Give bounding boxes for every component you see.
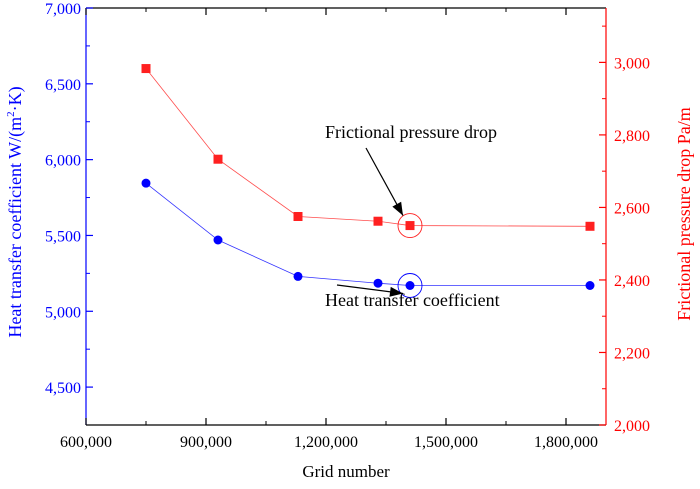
y-left-tick-label: 4,500 bbox=[45, 380, 81, 397]
x-axis-label: Grid number bbox=[302, 462, 390, 481]
y-right-tick-label: 2,200 bbox=[614, 345, 650, 362]
heat-transfer-annotation-arrow-head bbox=[389, 286, 403, 297]
y-axis-left-label-superscript: 2 bbox=[5, 111, 17, 117]
y-right-tick-label: 2,000 bbox=[614, 418, 650, 435]
pressure-note-highlight-circle bbox=[397, 213, 423, 239]
y-right-tick-label: 3,000 bbox=[614, 55, 650, 72]
heat-transfer-point bbox=[293, 271, 303, 281]
pressure-drop-point bbox=[585, 221, 595, 231]
y-left-tick-label: 6,000 bbox=[45, 153, 81, 170]
heat-transfer-point bbox=[213, 235, 223, 245]
htc-note-highlight-circle bbox=[397, 273, 423, 298]
heat-transfer-annotation: Heat transfer coefficient bbox=[325, 290, 500, 310]
series-lines-layer bbox=[145, 68, 591, 286]
heat-transfer-point bbox=[141, 178, 151, 188]
y-axis-left-label-tail: ·K) bbox=[5, 86, 26, 111]
y-left-tick-label: 7,000 bbox=[45, 1, 81, 18]
data-points-layer bbox=[141, 64, 595, 290]
heat-transfer-point bbox=[585, 280, 595, 290]
x-tick-label: 1,200,000 bbox=[294, 434, 358, 451]
pressure-drop-point bbox=[405, 221, 415, 231]
pressure-drop-annotation-arrow-head bbox=[392, 201, 403, 216]
x-tick-label: 1,800,000 bbox=[534, 434, 598, 451]
x-tick-label: 600,000 bbox=[60, 434, 112, 451]
y-axis-right-label: Frictional pressure drop Pa/m bbox=[674, 107, 694, 320]
y-left-tick-label: 5,000 bbox=[45, 304, 81, 321]
y-axis-left-label: Heat transfer coefficient W/(m2·K) bbox=[5, 86, 26, 337]
pressure-drop-annotation: Frictional pressure drop bbox=[325, 122, 497, 142]
pressure-drop-point bbox=[141, 64, 151, 74]
y-right-tick-label: 2,400 bbox=[614, 273, 650, 290]
pressure-drop-point bbox=[293, 212, 303, 221]
y-left-tick-label: 5,500 bbox=[45, 228, 81, 245]
heat-transfer-series-line bbox=[145, 182, 590, 286]
y-right-tick-label: 2,600 bbox=[614, 200, 650, 217]
x-tick-label: 900,000 bbox=[180, 434, 232, 451]
pressure-drop-point bbox=[213, 154, 223, 164]
y-right-tick-label: 2,800 bbox=[614, 128, 650, 145]
y-left-tick-label: 6,500 bbox=[45, 77, 81, 94]
heat-transfer-point bbox=[373, 278, 383, 288]
axes-layer: 600,000 900,000 1,200,000 1,500,000 1,800,00… bbox=[45, 1, 650, 451]
x-tick-label: 1,500,000 bbox=[414, 434, 478, 451]
pressure-drop-series-line bbox=[145, 68, 591, 227]
annotations-layer: Frictional pressure drop Heat transfer co… bbox=[325, 122, 500, 310]
y-axis-left-label-main: Heat transfer coefficient W/(m bbox=[5, 117, 26, 338]
pressure-drop-point bbox=[373, 216, 383, 226]
heat-transfer-point bbox=[405, 280, 415, 290]
